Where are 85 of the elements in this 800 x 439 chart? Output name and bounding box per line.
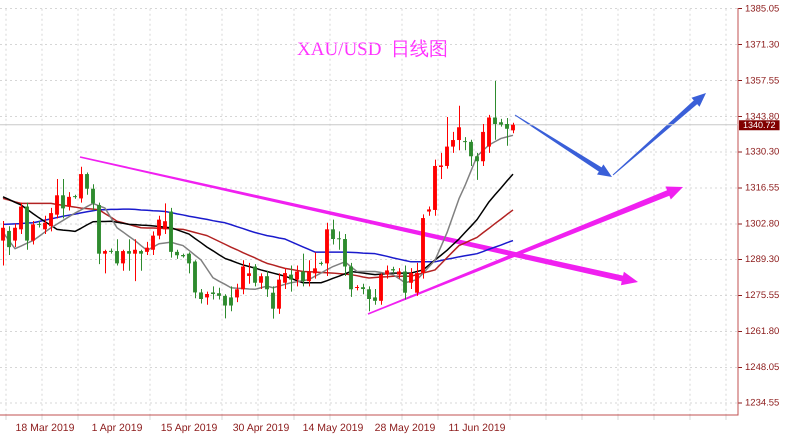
candlestick bbox=[151, 230, 155, 256]
y-tick-label: 1234.55 bbox=[745, 397, 780, 408]
y-tick-label: 1357.55 bbox=[745, 75, 780, 86]
candlestick bbox=[199, 288, 203, 304]
y-tick-label: 1330.30 bbox=[745, 146, 780, 158]
x-tick-label: 1 Apr 2019 bbox=[92, 422, 143, 434]
y-tick-label: 1302.80 bbox=[745, 218, 780, 230]
candlestick bbox=[397, 268, 401, 280]
candlestick bbox=[145, 241, 149, 256]
candlestick bbox=[217, 287, 221, 300]
candlestick bbox=[373, 288, 377, 306]
y-tick-label: 1385.05 bbox=[745, 3, 780, 14]
candlestick bbox=[403, 264, 407, 300]
x-tick-label: 30 Apr 2019 bbox=[232, 422, 290, 434]
candlestick bbox=[337, 230, 341, 250]
candlestick bbox=[85, 172, 89, 196]
y-tick-label: 1275.55 bbox=[745, 290, 780, 302]
candlestick bbox=[361, 283, 365, 295]
candlestick bbox=[289, 264, 293, 292]
candlestick bbox=[55, 178, 59, 219]
candlestick bbox=[439, 152, 443, 180]
x-tick-label: 18 Mar 2019 bbox=[16, 422, 75, 434]
candlestick bbox=[7, 226, 11, 256]
x-tick-label: 14 May 2019 bbox=[302, 422, 364, 434]
candlestick bbox=[235, 283, 239, 303]
candlestick bbox=[247, 262, 251, 284]
candlestick bbox=[1, 220, 5, 266]
candlestick bbox=[91, 184, 95, 211]
candlestick bbox=[469, 139, 473, 166]
candlestick bbox=[463, 136, 467, 151]
candlestick bbox=[301, 253, 305, 287]
candlestick bbox=[385, 264, 389, 280]
candlestick bbox=[31, 220, 35, 246]
x-tick-label: 11 Jun 2019 bbox=[448, 422, 506, 434]
candlestick bbox=[271, 286, 275, 320]
candlestick bbox=[415, 262, 419, 296]
candlestick bbox=[493, 80, 497, 140]
candlestick bbox=[475, 152, 479, 180]
candlestick bbox=[205, 291, 209, 306]
candlestick bbox=[211, 286, 215, 300]
candlestick bbox=[505, 118, 509, 146]
candlestick bbox=[19, 202, 23, 235]
candlestick bbox=[67, 192, 71, 211]
y-tick-label: 1261.80 bbox=[745, 326, 780, 338]
candlestick bbox=[427, 206, 431, 216]
y-tick-label: 1343.80 bbox=[745, 111, 780, 122]
candlestick bbox=[331, 219, 335, 246]
candlestick bbox=[13, 223, 17, 248]
candlestick bbox=[223, 294, 227, 319]
candlestick bbox=[445, 116, 449, 170]
candlestick bbox=[133, 238, 137, 282]
candlestick bbox=[313, 252, 317, 280]
candlestick bbox=[253, 264, 257, 287]
candlestick bbox=[457, 105, 461, 151]
x-tick-label: 28 May 2019 bbox=[374, 422, 436, 434]
candlestick bbox=[187, 252, 191, 274]
candlestick bbox=[229, 286, 233, 312]
candlestick bbox=[139, 249, 143, 272]
y-tick-label: 1371.30 bbox=[745, 39, 780, 50]
candlestick bbox=[283, 268, 287, 290]
y-tick-label: 1316.55 bbox=[745, 182, 780, 194]
candlestick bbox=[295, 264, 299, 287]
candlestick bbox=[175, 249, 179, 260]
candlestick bbox=[103, 249, 107, 274]
candlestick bbox=[163, 202, 167, 235]
candlestick bbox=[451, 131, 455, 154]
candlestick bbox=[61, 178, 65, 219]
x-tick-label: 15 Apr 2019 bbox=[160, 422, 218, 434]
candlestick bbox=[409, 268, 413, 290]
candlestick bbox=[157, 215, 161, 240]
ref-line-label: 1340.72 bbox=[743, 120, 776, 130]
candlestick bbox=[265, 270, 269, 298]
candlestick bbox=[259, 272, 263, 290]
candlestick bbox=[115, 238, 119, 266]
candlestick bbox=[127, 238, 131, 272]
y-tick-label: 1289.30 bbox=[745, 254, 780, 266]
y-tick-label: 1248.05 bbox=[745, 362, 780, 374]
candlestick bbox=[43, 215, 47, 235]
candlestick bbox=[49, 207, 53, 232]
candlestick bbox=[367, 286, 371, 312]
candlestick bbox=[511, 122, 515, 134]
candlestick bbox=[307, 260, 311, 287]
candlestick bbox=[241, 260, 245, 295]
candlestick bbox=[349, 262, 353, 298]
candlestick bbox=[121, 249, 125, 272]
